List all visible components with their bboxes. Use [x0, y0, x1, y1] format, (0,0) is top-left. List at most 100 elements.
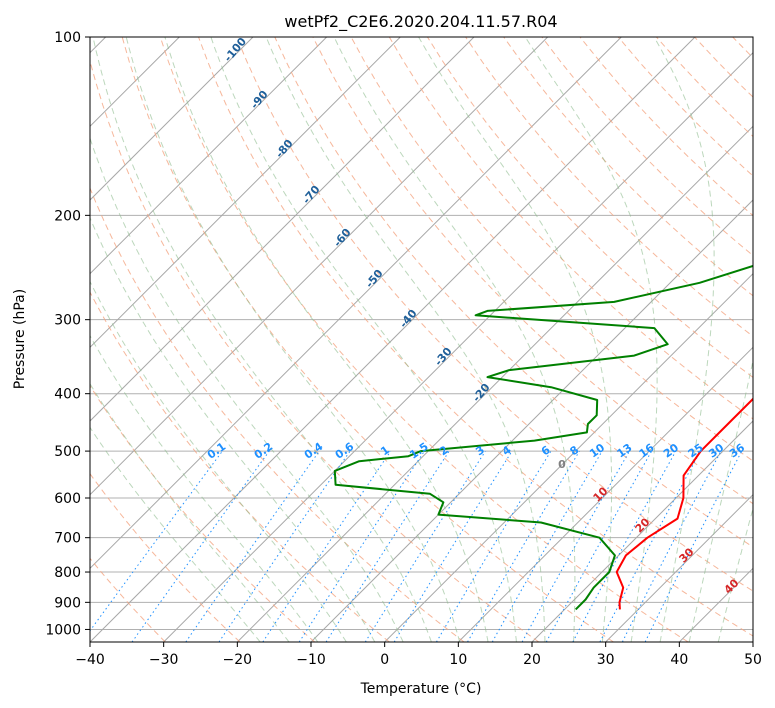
isotherm-line: [90, 37, 254, 201]
mixing-ratio-label: 0.4: [302, 440, 326, 462]
temperature-profile-line: [615, 397, 753, 610]
isotherm-line: [752, 641, 753, 642]
dry-adiabat-label: -80: [273, 137, 296, 161]
dry-adiabat-line: [388, 37, 753, 420]
moist-adiabat-label: 30: [677, 545, 697, 565]
isotherm-line: [90, 37, 696, 642]
moist-adiabat-line: [524, 37, 658, 642]
dry-adiabat-line: [771, 37, 775, 642]
dry-adiabat-label: -70: [300, 183, 323, 207]
mixing-ratio-line: [435, 450, 552, 642]
x-tick-label: 40: [670, 652, 688, 668]
dry-adiabat-line: [503, 37, 753, 297]
isotherm-line: [236, 125, 753, 642]
moist-adiabat-line: [653, 37, 715, 642]
dry-adiabat-line: [90, 59, 540, 642]
mixing-ratio-label: 10: [587, 441, 607, 461]
dry-adiabat-line: [426, 37, 753, 378]
y-tick-label: 600: [54, 491, 81, 507]
isotherm-line: [531, 420, 753, 642]
dry-adiabat-line: [732, 37, 753, 59]
mixing-ratio-line: [393, 450, 513, 642]
plot-area: 0.1 0.2 0.4 0.6 1 1.5 2 3 4 6 8 10 13 16 20 25 30 36-100-…: [90, 37, 775, 642]
moist-adiabat-line: [418, 37, 613, 642]
moist-adiabat-line: [90, 280, 347, 642]
isotherm-line: [90, 37, 401, 349]
dry-adiabat-line: [90, 472, 241, 642]
y-axis-ticks: 100 200 300 400 500 600 700 800 900 1000: [45, 30, 90, 638]
isotherm-line: [90, 37, 622, 570]
y-tick-label: 900: [54, 595, 81, 611]
mixing-ratio-line: [298, 450, 425, 642]
isotherm-line: [163, 51, 753, 642]
mixing-ratio-line: [325, 450, 450, 642]
mixing-ratio-label: 0.6: [333, 440, 357, 462]
mixing-ratio-line: [90, 450, 223, 632]
isotherm-line: [90, 37, 549, 496]
moist-adiabat-line: [164, 37, 489, 642]
mixing-ratio-line: [572, 450, 677, 642]
dry-adiabat-label: -20: [470, 381, 493, 405]
dry-adiabat-label: -90: [248, 88, 271, 112]
dry-adiabat-label: -50: [363, 267, 386, 291]
x-tick-label: 30: [597, 652, 615, 668]
mixing-ratio-label: 13: [614, 441, 634, 460]
mixing-ratio-label: 20: [661, 441, 681, 461]
dry-adiabat-lines: [90, 37, 775, 642]
isotherm-line: [384, 272, 753, 642]
x-tick-label: −40: [75, 652, 105, 668]
y-tick-label: 100: [54, 30, 81, 46]
x-tick-label: −20: [223, 652, 253, 668]
isotherm-line: [90, 37, 328, 275]
dry-adiabat-line: [465, 37, 753, 338]
dry-adiabat-line: [198, 37, 753, 637]
moist-adiabat-line: [90, 426, 261, 642]
isotherm-line: [678, 567, 753, 642]
mixing-ratio-line: [599, 450, 701, 642]
mixing-ratio-line: [467, 450, 580, 642]
mixing-ratio-line: [185, 450, 320, 642]
moist-adiabat-line: [717, 506, 753, 642]
dry-adiabat-line: [350, 37, 753, 462]
moist-adiabat-line: [90, 382, 290, 642]
isotherm-lines: [90, 37, 753, 642]
dry-adiabat-line: [236, 37, 753, 592]
dry-adiabat-line: [312, 37, 753, 505]
x-tick-label: −10: [296, 652, 326, 668]
isotherm-line: [605, 493, 753, 642]
moist-adiabat-line: [92, 37, 432, 642]
mixing-ratio-line: [131, 450, 270, 642]
dry-adiabat-line: [656, 37, 753, 138]
dry-adiabat-label: -30: [432, 345, 455, 369]
x-tick-label: −30: [149, 652, 179, 668]
x-tick-label: 0: [380, 652, 389, 668]
isotherm-line: [310, 199, 753, 642]
moist-adiabat-lines: [90, 37, 753, 642]
mixing-ratio-lines: [90, 450, 743, 642]
dry-adiabat-label: -40: [397, 307, 420, 331]
y-axis-label: Pressure (hPa): [12, 289, 28, 389]
dry-adiabat-line: [121, 37, 614, 642]
dry-adiabat-label: -60: [331, 226, 354, 250]
dry-adiabat-line: [274, 37, 753, 548]
mixing-ratio-line: [218, 450, 351, 642]
y-tick-label: 500: [54, 444, 81, 460]
mixing-ratio-line: [644, 450, 743, 642]
isotherm-line: [457, 346, 753, 642]
y-tick-label: 300: [54, 313, 81, 329]
moist-adiabat-label: 40: [722, 576, 742, 596]
dry-adiabat-line: [90, 186, 465, 642]
y-tick-label: 1000: [45, 622, 81, 638]
dry-adiabat-line: [541, 37, 753, 257]
x-axis-ticks: −40 −30 −20 −10 0 10 20 30 40 50: [75, 642, 762, 668]
mixing-ratio-label: 0.2: [252, 440, 275, 462]
isotherm-line: [90, 37, 475, 422]
y-tick-label: 700: [54, 531, 81, 547]
moist-adiabat-line: [90, 216, 376, 642]
mixing-ratio-line: [262, 450, 392, 642]
moist-adiabat-line: [90, 136, 404, 642]
chart-title: wetPf2_C2E6.2020.204.11.57.R04: [284, 12, 557, 32]
x-axis-label: Temperature (°C): [360, 681, 482, 697]
